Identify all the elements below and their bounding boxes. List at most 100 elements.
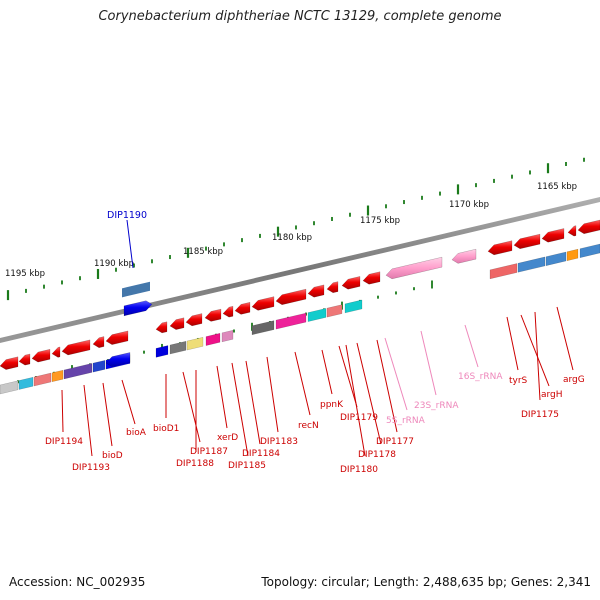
cog-block [344, 299, 363, 314]
gene-arrow [341, 276, 361, 290]
gene-label: argH [541, 390, 563, 400]
gene-arrow-selected [123, 300, 153, 317]
cog-block [517, 256, 546, 273]
gene-arrow [222, 305, 234, 318]
leader-line [121, 379, 136, 425]
gene-label-selected: DIP1190 [107, 210, 147, 221]
cog-block [326, 304, 343, 318]
leader-line [245, 360, 261, 445]
cog-block [221, 329, 234, 343]
gene-label: 23S_rRNA [414, 401, 459, 411]
gene-label: bioD [102, 451, 123, 461]
gene-label: DIP1185 [228, 461, 266, 471]
scale-label: 1180 kbp [272, 233, 312, 243]
gene-label: ppnK [320, 400, 344, 410]
leader-line [182, 371, 201, 443]
scale-label: 1165 kbp [537, 182, 577, 192]
cog-block [92, 360, 106, 373]
gene-label: 5S_rRNA [386, 416, 426, 426]
gene-label: DIP1194 [45, 437, 83, 447]
gene-arrow [169, 317, 185, 330]
scale-label: 1185 kbp [183, 247, 223, 257]
leader-line [321, 349, 333, 395]
gene-arrow [155, 321, 168, 334]
leader-line [216, 365, 228, 429]
leader-line [420, 330, 437, 396]
cog-block [275, 312, 307, 330]
leader-line [520, 314, 550, 387]
leader-line [506, 316, 519, 371]
cog-block [205, 332, 221, 346]
leader-line [83, 384, 93, 457]
gene-track [0, 219, 600, 370]
cog-block [51, 369, 64, 383]
gene-label: tyrS [509, 376, 528, 386]
cog-block [18, 376, 34, 390]
leader-line [534, 311, 541, 401]
gene-arrow [251, 296, 275, 311]
gene-arrow [51, 346, 61, 358]
gene-label: DIP1180 [340, 465, 378, 475]
scale-labels: 1195 kbp 1190 kbp 1185 kbp 1180 kbp 1175 kbp… [5, 182, 577, 279]
map-title: Corynebacterium diphtheriae NCTC 13129, … [98, 9, 502, 24]
gene-label: xerD [217, 433, 238, 443]
gene-arrow [0, 356, 19, 370]
gene-label: recN [298, 421, 319, 431]
cog-block [251, 320, 275, 336]
gene-label: DIP1183 [260, 437, 298, 447]
leader-line [102, 382, 113, 447]
cog-block [169, 340, 187, 355]
gene-arrow [541, 228, 565, 243]
gene-label: DIP1184 [242, 449, 280, 459]
cog-block [63, 363, 93, 380]
cog-block [489, 263, 518, 280]
leader-line-selected [126, 219, 134, 269]
rrna-arrow [385, 256, 443, 280]
gene-arrow [567, 225, 577, 237]
scale-label: 1175 kbp [360, 216, 400, 226]
gene-label: 16S_rRNA [458, 372, 503, 382]
leader-line [556, 306, 574, 371]
gene-label: DIP1193 [72, 463, 110, 473]
gene-label: DIP1177 [376, 437, 414, 447]
accession-label: Accession: NC_002935 [9, 575, 146, 589]
label-leader-lines [61, 219, 574, 457]
backbone-band [0, 197, 600, 343]
cog-block [122, 281, 150, 298]
leader-line [384, 337, 408, 411]
gene-arrow [105, 330, 129, 345]
leader-line [294, 351, 311, 416]
gene-arrow [234, 301, 251, 315]
cog-category-track [0, 243, 600, 395]
gene-arrow [362, 271, 381, 285]
gene-arrow [307, 284, 325, 298]
leader-line [376, 339, 398, 433]
cog-block [0, 380, 19, 395]
gene-label: DIP1188 [176, 459, 214, 469]
gene-label: argG [563, 375, 585, 385]
topology-summary: Topology: circular; Length: 2,488,635 bp… [261, 575, 591, 589]
gene-arrow [61, 339, 91, 356]
gene-arrow [577, 219, 600, 235]
scale-label: 1170 kbp [449, 200, 489, 210]
cog-block [307, 308, 327, 322]
rrna-arrow [451, 248, 477, 264]
gene-arrow [92, 336, 105, 349]
scale-label: 1195 kbp [5, 269, 45, 279]
gene-label: bioA [126, 428, 147, 438]
scale-label: 1190 kbp [94, 259, 134, 269]
gene-arrow [326, 281, 339, 294]
gene-arrow [204, 308, 222, 322]
leader-line [356, 342, 382, 445]
gene-arrow [185, 313, 203, 327]
gene-label: bioD1 [153, 424, 179, 434]
cog-block [579, 243, 600, 259]
leader-line [338, 345, 358, 408]
cog-block [545, 251, 567, 267]
cog-block [186, 336, 204, 351]
gene-arrow [18, 353, 31, 366]
leader-line [464, 324, 479, 368]
gene-arrow-blue [105, 352, 131, 367]
